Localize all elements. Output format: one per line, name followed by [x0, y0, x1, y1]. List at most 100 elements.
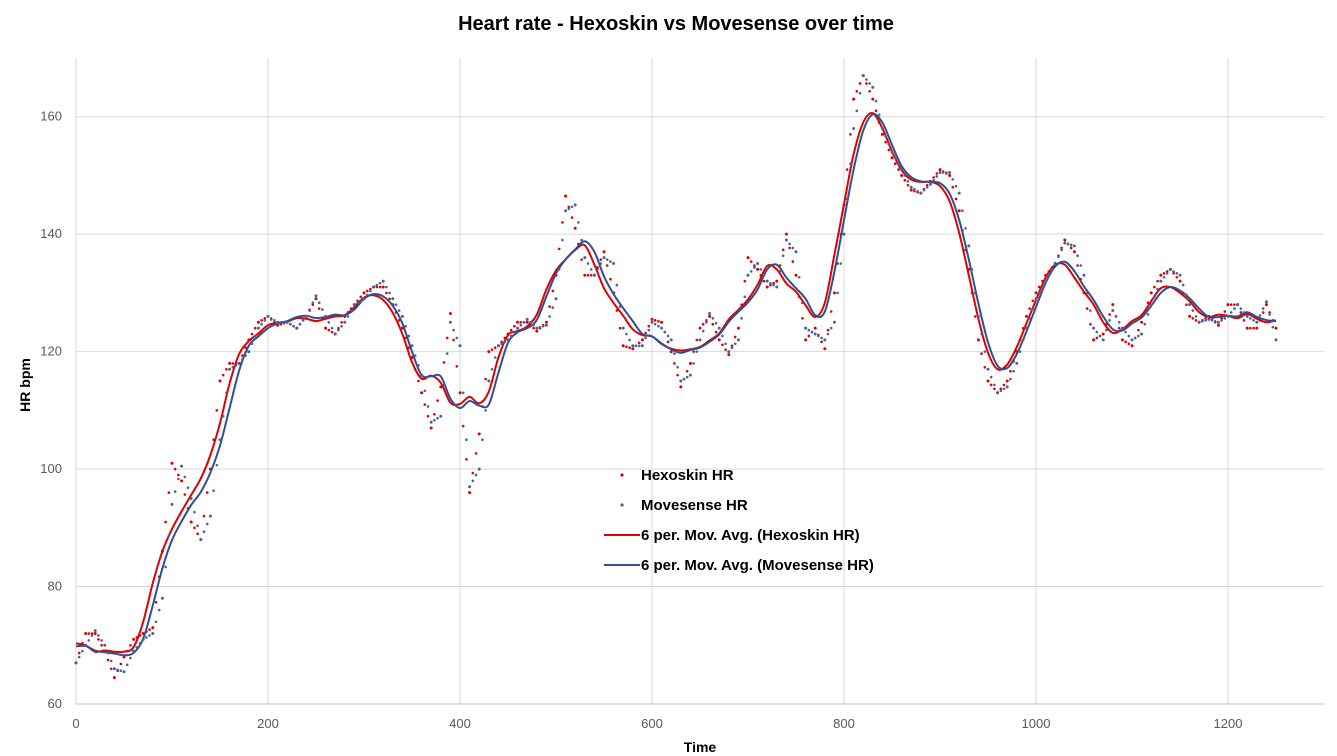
data-point-interp	[599, 262, 603, 265]
data-point-interp	[538, 325, 542, 329]
data-point-interp	[577, 221, 580, 224]
data-point-interp	[877, 113, 881, 117]
data-point-interp	[359, 295, 363, 299]
data-point	[381, 285, 385, 289]
plot-area	[74, 74, 1278, 680]
data-point	[1072, 250, 1076, 254]
data-point-interp	[532, 326, 535, 330]
data-point-interp	[125, 663, 129, 667]
data-point-interp	[378, 285, 382, 289]
data-point-interp	[77, 655, 81, 659]
data-point	[880, 132, 884, 136]
data-point	[900, 168, 904, 172]
data-point-interp	[1181, 283, 1185, 287]
data-point	[132, 637, 136, 641]
data-point	[487, 379, 491, 383]
data-point-interp	[615, 309, 619, 312]
data-point	[458, 391, 462, 395]
data-point	[765, 279, 769, 283]
data-point-interp	[202, 514, 206, 518]
data-point-interp	[1175, 272, 1179, 275]
data-point	[1140, 320, 1144, 324]
data-point	[813, 332, 817, 336]
data-point-interp	[87, 639, 91, 642]
data-point	[285, 320, 289, 324]
data-point	[516, 320, 520, 324]
data-point-interp	[1069, 243, 1073, 247]
data-point-interp	[983, 365, 987, 369]
data-point-interp	[874, 99, 878, 103]
data-point-interp	[695, 350, 699, 353]
data-point-interp	[311, 301, 315, 304]
data-point-interp	[1076, 254, 1079, 258]
data-point	[1092, 338, 1096, 342]
data-point	[496, 344, 500, 348]
y-tick-label: 140	[40, 226, 62, 241]
data-point-interp	[1098, 334, 1102, 338]
data-point-interp	[177, 477, 180, 481]
data-point-interp	[781, 248, 785, 252]
data-point-interp	[263, 319, 267, 322]
data-point-interp	[1185, 293, 1188, 297]
data-point	[957, 209, 961, 213]
data-point-interp	[292, 324, 295, 328]
data-point	[1216, 320, 1220, 324]
data-point	[324, 326, 328, 330]
data-point-interp	[628, 346, 631, 350]
data-point	[1130, 338, 1134, 342]
data-point	[1044, 279, 1048, 283]
data-point	[871, 85, 875, 89]
data-point	[535, 329, 539, 333]
data-point	[948, 173, 952, 177]
data-point	[103, 643, 107, 647]
data-point-interp	[1172, 272, 1175, 275]
data-point-interp	[196, 532, 199, 535]
data-point-interp	[1124, 340, 1127, 344]
data-point-interp	[887, 142, 891, 146]
data-point-interp	[676, 365, 679, 369]
data-point-interp	[551, 306, 555, 309]
data-point-interp	[1012, 369, 1015, 373]
data-point-interp	[973, 291, 977, 295]
data-point-interp	[855, 89, 859, 93]
data-point-interp	[733, 335, 737, 339]
data-point	[410, 356, 414, 360]
data-point-interp	[618, 326, 622, 330]
data-point-interp	[148, 634, 151, 637]
data-point-interp	[817, 334, 820, 338]
data-point-interp	[1021, 338, 1025, 342]
data-point-interp	[1249, 326, 1252, 330]
data-point-interp	[375, 283, 379, 287]
data-point-interp	[455, 365, 459, 368]
data-point-interp	[186, 486, 190, 489]
data-point-interp	[1031, 299, 1035, 303]
data-point-interp	[778, 270, 782, 273]
data-point-interp	[417, 379, 420, 383]
legend-label: 6 per. Mov. Avg. (Hexoskin HR)	[641, 527, 860, 544]
data-point-interp	[711, 317, 715, 320]
data-point-interp	[529, 320, 532, 324]
data-point-interp	[999, 387, 1003, 391]
data-point-interp	[119, 662, 123, 666]
data-point-interp	[605, 258, 609, 261]
data-point	[362, 297, 366, 301]
data-point-interp	[167, 534, 171, 537]
data-point-interp	[1229, 303, 1233, 306]
data-point-interp	[164, 520, 167, 524]
data-point-interp	[1085, 307, 1089, 310]
data-point	[1120, 338, 1124, 342]
data-point-interp	[1242, 319, 1246, 322]
data-point	[650, 320, 654, 324]
data-point-interp	[1172, 270, 1175, 273]
data-point-interp	[97, 638, 100, 641]
data-point-interp	[253, 334, 257, 338]
chart-title: Heart rate - Hexoskin vs Movesense over …	[458, 13, 894, 35]
data-point	[1274, 338, 1278, 342]
data-point-interp	[1146, 313, 1150, 316]
x-tick-label: 1000	[1022, 716, 1051, 731]
data-point	[794, 273, 798, 277]
data-point	[602, 250, 606, 254]
data-point-interp	[858, 91, 862, 95]
data-point-interp	[330, 326, 334, 330]
data-point-interp	[772, 283, 775, 287]
